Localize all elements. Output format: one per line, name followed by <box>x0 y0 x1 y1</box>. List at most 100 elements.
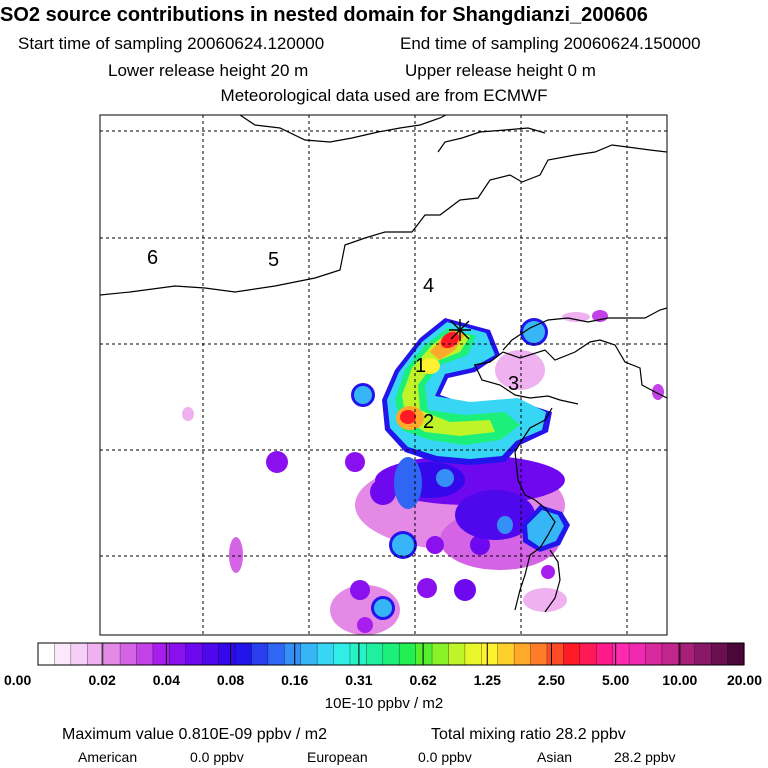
colorbar-cell <box>415 643 433 665</box>
plume-patch <box>527 510 564 547</box>
plume-layer <box>182 310 664 635</box>
total-ratio-label: Total mixing ratio 28.2 ppbv <box>431 726 626 743</box>
american-value: 0.0 ppbv <box>190 749 244 765</box>
colorbar-cell <box>514 643 532 665</box>
plume-patch <box>229 537 243 573</box>
border-line <box>100 144 667 296</box>
plume-patch <box>350 580 370 600</box>
border-line <box>239 115 447 143</box>
region-label-6: 6 <box>147 247 158 269</box>
colorbar-cell <box>612 643 630 665</box>
american-label: American <box>78 749 138 765</box>
colorbar-cell <box>284 643 302 665</box>
colorbar-cell <box>448 643 466 665</box>
colorbar-cell <box>317 643 335 665</box>
colorbar-cell <box>530 643 548 665</box>
plume-patch <box>400 410 416 424</box>
colorbar-cell <box>169 643 187 665</box>
plume-patch <box>417 578 437 598</box>
end-time-label: End time of sampling 20060624.150000 <box>400 34 701 53</box>
colorbar-tick-label: 0.02 <box>89 672 116 688</box>
colorbar-tick-label: 0.00 <box>4 672 31 688</box>
colorbar-cell <box>136 643 154 665</box>
receptor-marker <box>449 319 471 341</box>
upper-release-height-label: Upper release height 0 m <box>405 61 596 80</box>
colorbar-cell <box>579 643 597 665</box>
plume-patch <box>495 350 545 390</box>
colorbar-tick-label: 20.00 <box>727 672 762 688</box>
plume-patch <box>182 407 194 421</box>
colorbar-tick-label: 0.08 <box>217 672 244 688</box>
colorbar-cell <box>38 643 56 665</box>
chart-title: SO2 source contributions in nested domai… <box>0 4 648 26</box>
colorbar-cell <box>152 643 170 665</box>
colorbar-cell <box>120 643 138 665</box>
plume-patch <box>392 534 414 556</box>
asian-label: Asian <box>537 749 573 765</box>
plume-patch <box>541 565 555 579</box>
colorbar-cell <box>300 643 318 665</box>
colorbar-cell <box>366 643 384 665</box>
graticule <box>100 115 667 635</box>
border-line <box>437 127 546 153</box>
colorbar-tick-label: 0.62 <box>409 672 436 688</box>
colorbar-unit: 10E-10 ppbv / m2 <box>324 695 444 712</box>
colorbar-cell <box>481 643 499 665</box>
colorbar-tick-label: 0.31 <box>345 672 372 688</box>
colorbar-cell <box>661 643 679 665</box>
start-time-label: Start time of sampling 20060624.120000 <box>18 34 325 53</box>
colorbar-cell <box>251 643 269 665</box>
colorbar-tick-label: 0.04 <box>153 672 180 688</box>
colorbar-cell <box>645 643 663 665</box>
european-value: 0.0 ppbv <box>418 749 472 765</box>
colorbar-tick-label: 1.25 <box>474 672 501 688</box>
border-line <box>474 364 579 405</box>
plume-patch <box>436 469 454 487</box>
plume-patch <box>455 490 535 540</box>
region-label-1: 1 <box>415 355 426 377</box>
plume-patch <box>420 358 440 374</box>
border-line <box>544 549 561 613</box>
map-frame <box>99 114 668 636</box>
colorbar-cell <box>70 643 88 665</box>
plume-patch <box>345 452 365 472</box>
colorbar-cell <box>185 643 203 665</box>
colorbar-cell <box>546 643 564 665</box>
colorbar-cell <box>382 643 400 665</box>
colorbar-cell <box>54 643 72 665</box>
colorbar-cell <box>333 643 351 665</box>
border-line <box>473 339 667 399</box>
region-label-3: 3 <box>508 373 519 395</box>
colorbar-cell <box>202 643 220 665</box>
coastlines <box>100 115 667 613</box>
colorbar-cell <box>497 643 515 665</box>
colorbar-cell <box>596 643 614 665</box>
plume-patch <box>426 536 444 554</box>
colorbar-tick-label: 10.00 <box>662 672 697 688</box>
colorbar-cell <box>218 643 236 665</box>
max-value-label: Maximum value 0.810E-09 ppbv / m2 <box>62 726 328 743</box>
colorbar-cell <box>399 643 417 665</box>
region-label-4: 4 <box>423 275 434 297</box>
plume-patch <box>354 386 372 404</box>
plume-patch <box>470 535 490 555</box>
colorbar-cells <box>37 643 745 665</box>
region-label-2: 2 <box>423 411 434 433</box>
plume-patch <box>497 516 513 534</box>
colorbar-frame <box>37 642 745 666</box>
colorbar-cell <box>235 643 253 665</box>
colorbar-cell <box>711 643 729 665</box>
colorbar-cell <box>678 643 696 665</box>
lower-release-height-label: Lower release height 20 m <box>108 61 309 80</box>
colorbar-cell <box>629 643 647 665</box>
colorbar-cell <box>267 643 285 665</box>
border-line <box>514 407 553 453</box>
colorbar-cell <box>694 643 712 665</box>
asian-value: 28.2 ppbv <box>614 749 676 765</box>
plume-patch <box>357 617 373 633</box>
colorbar-cell <box>727 643 745 665</box>
plume-patch <box>374 599 392 617</box>
plume-patch <box>652 384 664 400</box>
